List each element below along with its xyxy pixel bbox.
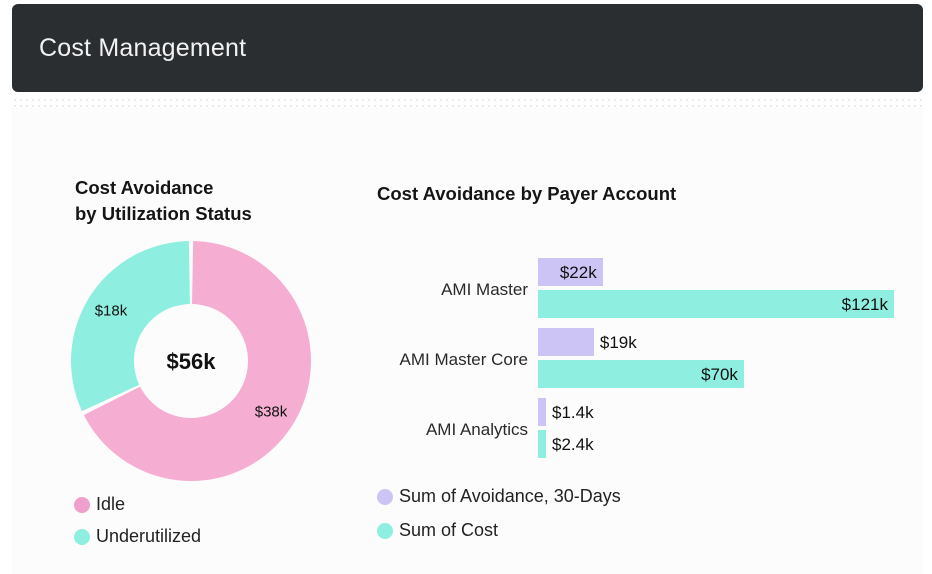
category-label-1: AMI Master Core	[399, 350, 528, 369]
page-title: Cost Management	[39, 34, 247, 62]
donut-data-label-underutilized: $18k	[95, 303, 128, 320]
legend-label-underutilized: Underutilized	[96, 526, 202, 546]
idle-swatch-icon	[74, 496, 90, 513]
avoidance-swatch-icon	[377, 488, 393, 505]
category-label-0: AMI Master	[441, 280, 528, 299]
bar-data-label-0-1: $121k	[841, 295, 888, 314]
donut-chart: $38k $18k $56k	[71, 241, 312, 481]
underutilized-swatch-icon	[74, 528, 90, 545]
bar-chart-title: Cost Avoidance by Payer Account	[377, 183, 677, 204]
cost-swatch-icon	[377, 522, 393, 539]
header-divider	[12, 97, 923, 107]
legend-item-underutilized[interactable]: Underutilized	[74, 526, 201, 547]
bar-1-0[interactable]	[538, 328, 594, 356]
donut-title-line2: by Utilization Status	[75, 203, 252, 224]
bar-data-label-1-0: $19k	[599, 333, 637, 352]
category-label-2: AMI Analytics	[425, 420, 528, 439]
donut-slice-underutilized[interactable]	[71, 241, 190, 412]
legend-label-cost: Sum of Cost	[399, 520, 499, 540]
legend-item-avoidance[interactable]: Sum of Avoidance, 30-Days	[377, 486, 621, 507]
bar-chart: AMI Master $22k $121k AMI Master Core $19k $7…	[360, 248, 920, 468]
page-header: Cost Management	[12, 4, 923, 92]
donut-title-line1: Cost Avoidance	[75, 177, 214, 198]
bar-2-0[interactable]	[538, 398, 546, 426]
donut-data-label-idle: $38k	[255, 403, 288, 420]
legend-label-idle: Idle	[96, 494, 126, 514]
legend-item-idle[interactable]: Idle	[74, 494, 125, 515]
bar-0-0[interactable]	[538, 258, 603, 286]
bar-data-label-2-0: $1.4k	[552, 403, 594, 422]
donut-slice-idle[interactable]	[83, 241, 312, 481]
bar-2-1[interactable]	[538, 430, 546, 458]
legend-item-cost[interactable]: Sum of Cost	[377, 520, 498, 541]
donut-chart-title: Cost Avoidance by Utilization Status	[75, 175, 252, 227]
dashboard-panel	[12, 108, 923, 574]
bar-0-1[interactable]	[538, 290, 894, 318]
bar-data-label-2-1: $2.4k	[552, 435, 594, 454]
donut-center-total: $56k	[167, 349, 217, 374]
bar-1-1[interactable]	[538, 360, 744, 388]
legend-label-avoidance: Sum of Avoidance, 30-Days	[399, 486, 621, 506]
bar-data-label-0-0: $22k	[559, 263, 597, 282]
bar-data-label-1-1: $70k	[701, 365, 738, 384]
